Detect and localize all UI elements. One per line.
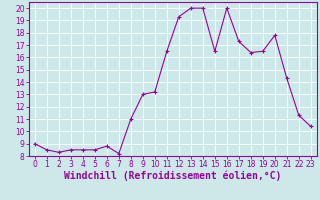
X-axis label: Windchill (Refroidissement éolien,°C): Windchill (Refroidissement éolien,°C): [64, 171, 282, 181]
